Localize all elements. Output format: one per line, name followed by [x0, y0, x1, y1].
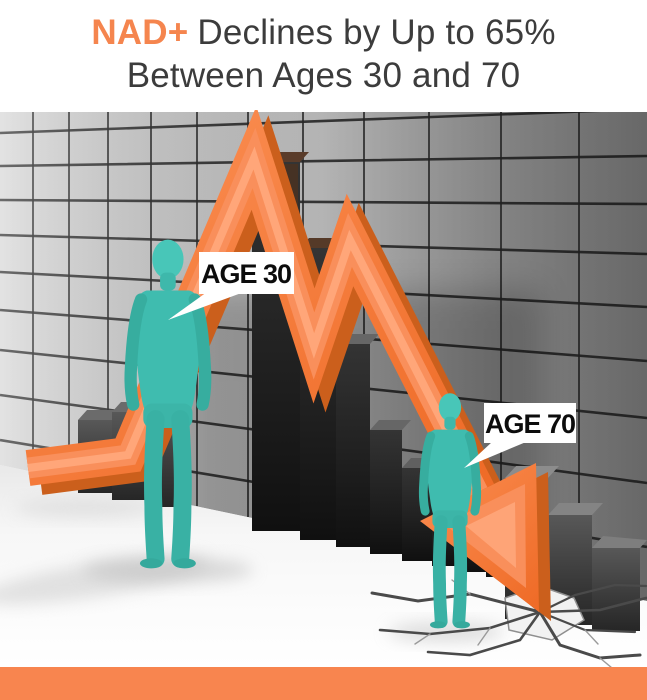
age-30-label: AGE 30: [201, 259, 291, 289]
age-70-label: AGE 70: [485, 409, 575, 439]
title-block: NAD+ Declines by Up to 65% Between Ages 3…: [0, 0, 647, 110]
title-line-1: NAD+ Declines by Up to 65%: [91, 12, 555, 55]
title-line-2: Between Ages 30 and 70: [126, 56, 521, 95]
decline-arrow-head: [420, 463, 539, 612]
decline-illustration: AGE 30 AGE 70: [0, 106, 647, 669]
illustration-scene: AGE 30 AGE 70: [0, 106, 647, 669]
age-30-label-bubble: AGE 30: [168, 252, 294, 320]
age-70-bubble-tail: [464, 442, 526, 468]
age-30-bubble-tail: [168, 292, 244, 320]
age-70-label-bubble: AGE 70: [464, 403, 576, 468]
brand-nad-text: NAD+: [91, 13, 189, 53]
footer-accent-bar: [0, 667, 647, 700]
title-line1-text: Declines by Up to 65%: [197, 13, 556, 53]
